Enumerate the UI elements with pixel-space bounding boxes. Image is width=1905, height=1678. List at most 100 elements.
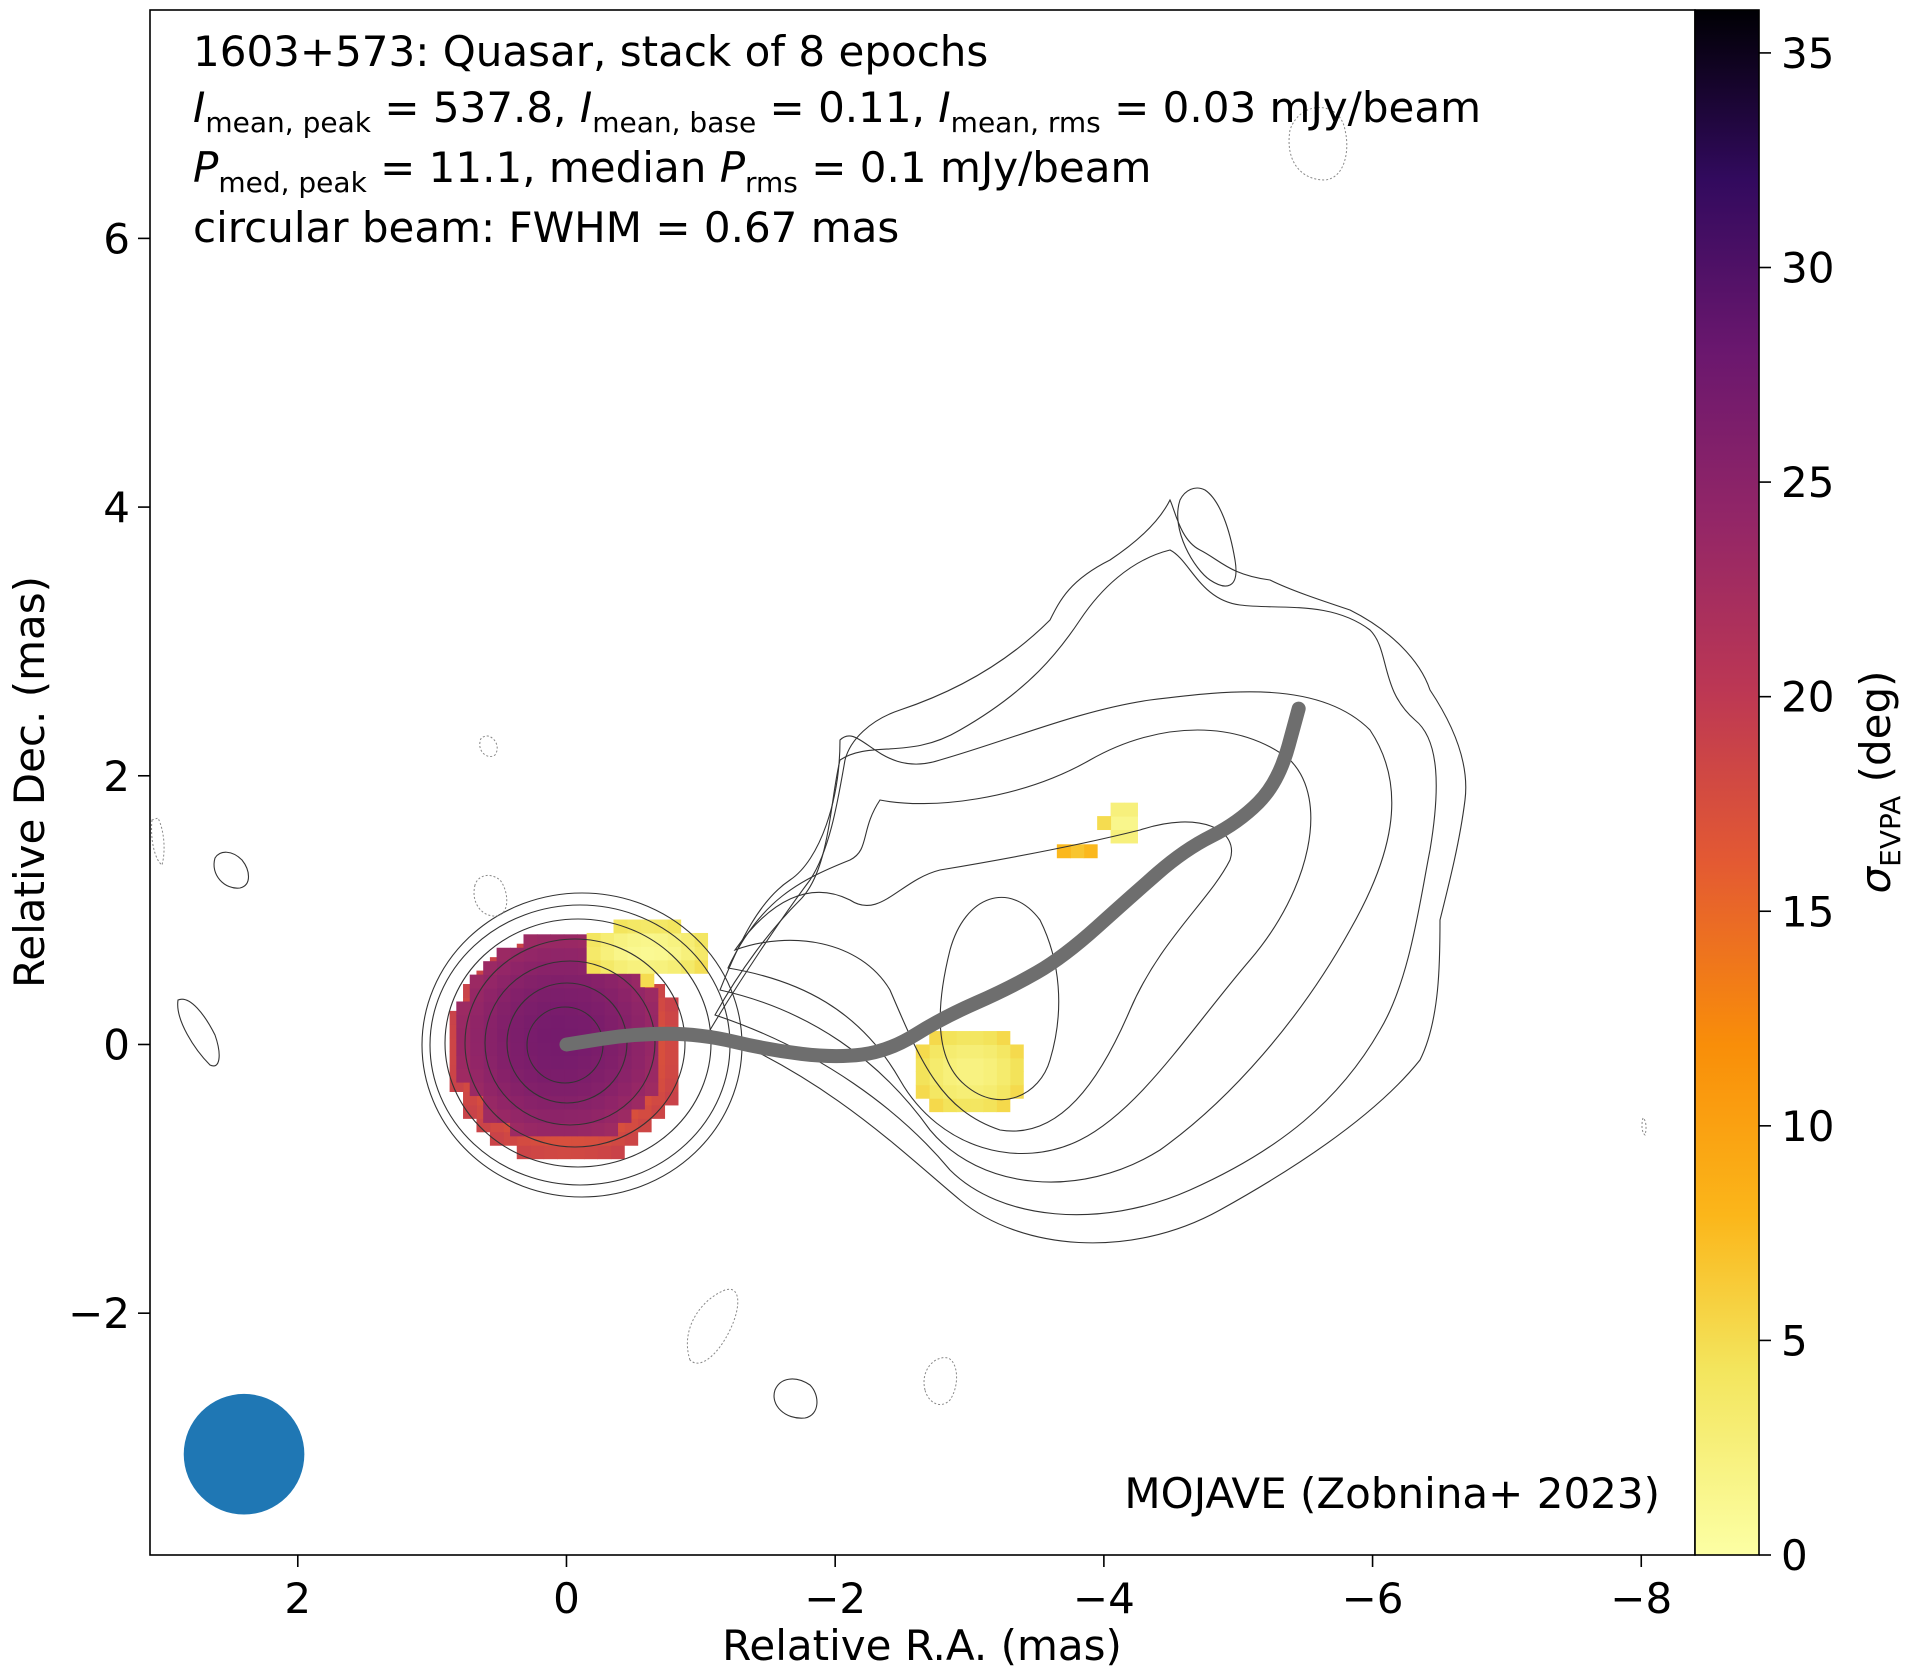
i-peak-sub: mean, peak bbox=[205, 106, 371, 139]
evpa-pixel bbox=[530, 1145, 545, 1160]
evpa-pixel bbox=[653, 959, 668, 974]
evpa-pixel bbox=[496, 1014, 511, 1029]
contour-island-2 bbox=[177, 998, 220, 1067]
evpa-pixel bbox=[496, 961, 511, 976]
contour-jet-outer-3 bbox=[714, 549, 1437, 1216]
evpa-pixel bbox=[563, 961, 578, 976]
evpa-pixel bbox=[510, 988, 524, 1002]
evpa-pixel bbox=[563, 1108, 578, 1123]
evpa-pixel bbox=[523, 947, 538, 962]
evpa-pixel bbox=[536, 1068, 551, 1083]
evpa-region-jet-blob bbox=[915, 1031, 1024, 1113]
evpa-pixel bbox=[510, 974, 524, 989]
evpa-pixel bbox=[996, 1098, 1011, 1113]
evpa-pixel bbox=[694, 932, 709, 947]
evpa-pixel bbox=[523, 1122, 538, 1137]
evpa-pixel bbox=[590, 1082, 605, 1097]
evpa-pixel bbox=[496, 947, 511, 962]
evpa-pixel bbox=[942, 1084, 957, 1099]
contour-core-2 bbox=[506, 982, 628, 1104]
colorbar-label: σEVPA (deg) bbox=[1851, 670, 1905, 893]
evpa-pixel bbox=[610, 1145, 625, 1160]
evpa-pixel bbox=[694, 946, 709, 961]
evpa-pixel bbox=[644, 1001, 659, 1016]
plot-content bbox=[151, 107, 1647, 1515]
evpa-region-jet-knot-1 bbox=[1097, 802, 1138, 844]
evpa-pixel bbox=[630, 1014, 645, 1029]
title-line-1: 1603+573: Quasar, stack of 8 epochs bbox=[193, 27, 988, 76]
evpa-pixel bbox=[996, 1057, 1011, 1072]
p-rms-sub: rms bbox=[745, 166, 798, 199]
evpa-pixel bbox=[664, 1078, 679, 1092]
evpa-pixel bbox=[550, 1055, 565, 1070]
evpa-pixel bbox=[590, 974, 605, 989]
evpa-pixel bbox=[510, 1041, 524, 1056]
x-tick-label: 0 bbox=[553, 1574, 580, 1623]
title-line-4: circular beam: FWHM = 0.67 mas bbox=[193, 203, 899, 252]
credit-label: MOJAVE (Zobnina+ 2023) bbox=[1124, 1469, 1660, 1518]
p-peak-symbol: P bbox=[193, 143, 219, 192]
evpa-pixel bbox=[570, 1145, 585, 1160]
colorbar-tick-label: 35 bbox=[1781, 29, 1834, 78]
evpa-pixel bbox=[550, 1001, 565, 1016]
evpa-pixel bbox=[664, 997, 679, 1012]
evpa-pixel bbox=[483, 1082, 498, 1097]
evpa-pixel bbox=[469, 1068, 484, 1083]
evpa-pixel bbox=[915, 1057, 930, 1072]
y-axis-label: Relative Dec. (mas) bbox=[5, 576, 54, 988]
evpa-pixel bbox=[1097, 816, 1112, 831]
evpa-pixel bbox=[640, 959, 655, 974]
evpa-pixel bbox=[956, 1071, 971, 1086]
evpa-pixel bbox=[523, 1014, 538, 1029]
evpa-pixel bbox=[523, 1001, 538, 1016]
evpa-pixel bbox=[563, 974, 578, 989]
evpa-pixel bbox=[1009, 1044, 1024, 1059]
evpa-pixel bbox=[664, 1064, 679, 1079]
evpa-pixel bbox=[586, 946, 601, 961]
evpa-pixel bbox=[489, 1131, 504, 1146]
evpa-pixel bbox=[496, 1068, 511, 1083]
evpa-pixel bbox=[604, 1041, 619, 1056]
evpa-pixel bbox=[667, 932, 682, 947]
evpa-pixel bbox=[483, 974, 498, 989]
evpa-pixel bbox=[604, 974, 619, 989]
evpa-pixel bbox=[667, 946, 682, 961]
evpa-pixel bbox=[563, 1082, 578, 1097]
evpa-pixel bbox=[982, 1084, 997, 1099]
neg-contour-2 bbox=[473, 874, 508, 917]
evpa-pixel bbox=[523, 974, 538, 989]
evpa-pixel bbox=[644, 1082, 659, 1097]
evpa-pixel bbox=[630, 1068, 645, 1083]
evpa-pixel bbox=[523, 1068, 538, 1083]
evpa-pixel bbox=[637, 1118, 652, 1133]
evpa-pixel bbox=[604, 988, 619, 1002]
evpa-pixel bbox=[496, 988, 511, 1002]
evpa-pixel bbox=[469, 988, 484, 1002]
evpa-pixel bbox=[617, 974, 632, 989]
evpa-pixel bbox=[617, 1041, 632, 1056]
x-tick-label: 2 bbox=[284, 1574, 311, 1623]
evpa-pixel bbox=[543, 1145, 558, 1160]
evpa-pixel bbox=[600, 946, 614, 961]
evpa-pixel bbox=[604, 1055, 619, 1070]
evpa-pixel bbox=[644, 1041, 659, 1056]
evpa-pixel bbox=[590, 1055, 605, 1070]
evpa-pixel bbox=[496, 1082, 511, 1097]
evpa-pixel bbox=[996, 1071, 1011, 1086]
evpa-pixel bbox=[956, 1098, 971, 1113]
evpa-pixel bbox=[1110, 829, 1125, 844]
evpa-pixel bbox=[982, 1071, 997, 1086]
evpa-pixel bbox=[982, 1098, 997, 1113]
evpa-pixel bbox=[550, 1028, 565, 1043]
evpa-pixel bbox=[577, 1122, 592, 1137]
evpa-pixel bbox=[510, 1028, 524, 1043]
evpa-pixel bbox=[617, 1095, 632, 1110]
evpa-pixel bbox=[550, 1108, 565, 1123]
evpa-pixel bbox=[929, 1071, 944, 1086]
evpa-pixel bbox=[626, 959, 641, 974]
evpa-pixel bbox=[664, 1010, 679, 1025]
evpa-pixel bbox=[680, 946, 695, 961]
evpa-pixel bbox=[550, 1068, 565, 1083]
evpa-pixel bbox=[956, 1044, 971, 1059]
evpa-pixel bbox=[510, 1082, 524, 1097]
